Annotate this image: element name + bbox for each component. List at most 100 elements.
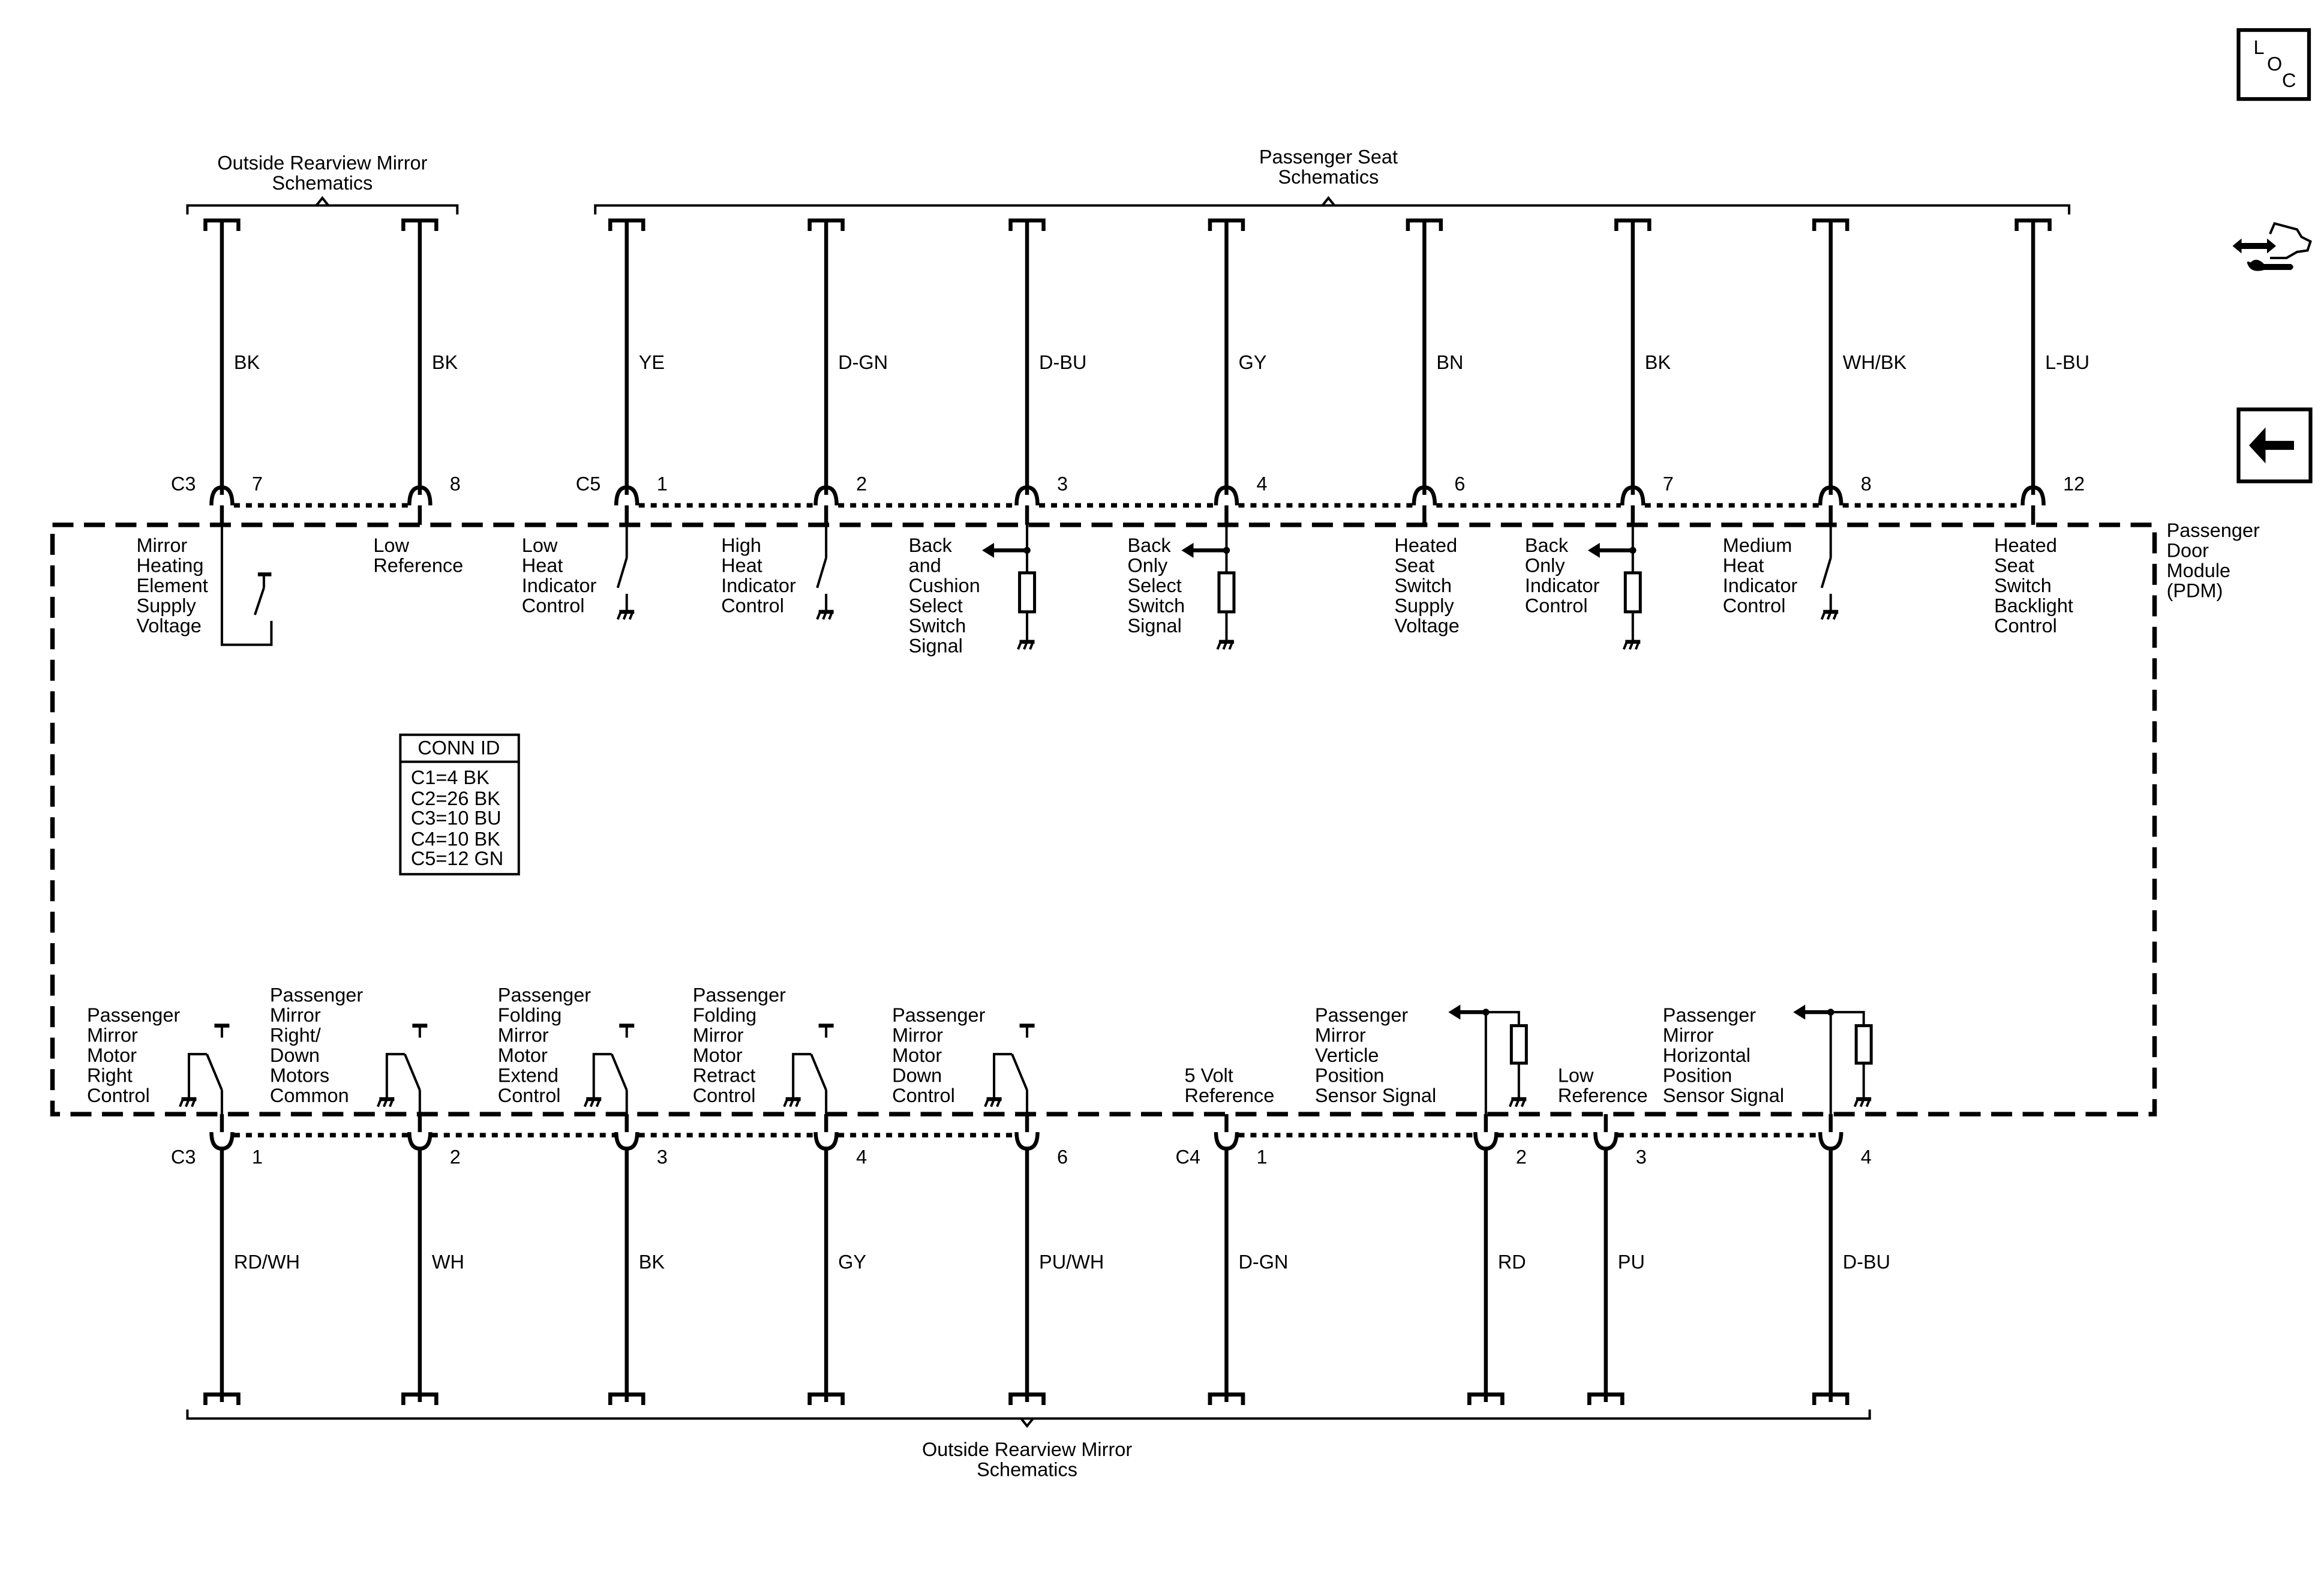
signal-arrow-icon (1181, 542, 1194, 558)
circuit-label-line: Indicator (1525, 575, 1600, 596)
ground-hatch (179, 1098, 184, 1107)
loc-icon[interactable]: L O C (2236, 28, 2311, 101)
circuit-label-line: Signal (1128, 615, 1182, 637)
connector-pin-icon (407, 1132, 433, 1151)
circuit-label-line: Mirror (498, 1025, 549, 1046)
circuit-label-line: Indicator (1723, 575, 1798, 596)
pin-number-label: 2 (856, 473, 867, 494)
pin-number-label: 12 (2063, 473, 2085, 494)
pin-number-label: 1 (252, 1146, 263, 1168)
switch-icon (610, 1053, 628, 1091)
module-label-line: (PDM) (2167, 580, 2223, 601)
terminal-icon (1008, 1392, 1046, 1405)
circuit-label-line: Heating (136, 554, 203, 576)
ground-hatch (828, 611, 833, 620)
circuit-label-line: Folding (498, 1004, 562, 1026)
wire-color-label: GY (838, 1251, 866, 1273)
connector-pin-icon (1412, 485, 1437, 506)
wire-color-label: RD (1498, 1251, 1526, 1273)
pin-number-label: 7 (252, 473, 263, 494)
circuit-label-line: Motor (498, 1044, 548, 1066)
circuit-label-line: Cushion (909, 575, 980, 596)
resistor-icon (1217, 571, 1236, 614)
circuit-label-line: Heated (1394, 535, 1457, 556)
connector-pin-icon (1818, 485, 1843, 506)
switch-icon (1820, 557, 1832, 589)
circuit-label-line: Only (1525, 554, 1566, 576)
hand-wrench-icon[interactable] (2232, 222, 2312, 271)
ground-hatch (1216, 641, 1222, 650)
circuit-label-line: Motor (693, 1044, 743, 1066)
pin-number-label: 6 (1057, 1146, 1068, 1168)
ground-hatch (583, 1098, 589, 1107)
pin-number-label: 8 (1861, 473, 1872, 494)
resistor-icon (1018, 571, 1037, 614)
junction-dot (1629, 547, 1637, 554)
wire (1830, 1011, 1865, 1026)
wire-color-label: D-GN (838, 352, 888, 373)
ground-hatch (1634, 641, 1640, 650)
back-arrow-icon[interactable] (2236, 407, 2313, 484)
signal-arrow-icon (1448, 1004, 1461, 1020)
circuit-label-line: 5 Volt (1184, 1065, 1233, 1086)
module-label-line: Passenger (2167, 520, 2260, 541)
switch-icon (616, 557, 628, 589)
circuit-label-line: Supply (136, 595, 196, 616)
ground-hatch (1514, 1098, 1520, 1107)
ground-hatch (789, 1098, 795, 1107)
connector-id-label: C5 (576, 473, 601, 494)
circuit-label-line: Supply (1394, 595, 1454, 616)
circuit-label-line: Control (1994, 615, 2057, 637)
bottom-circuit: RD 2 PassengerMirrorVerticlePositionSensor… (1315, 1004, 1594, 1405)
circuit-label-line: Mirror (87, 1025, 138, 1046)
terminal-icon (807, 1392, 845, 1405)
ground-hatch (1029, 641, 1034, 650)
circuit-label-line: Sensor Signal (1663, 1085, 1784, 1106)
bottom-circuit: BK3PassengerFoldingMirrorMotorExtendCont… (498, 984, 815, 1405)
circuit-label-line: Common (270, 1085, 349, 1106)
circuit-label-line: Back (909, 535, 953, 556)
circuit-label-line: Passenger (270, 984, 363, 1006)
switch-icon (253, 587, 265, 616)
ground-hatch (622, 611, 628, 620)
resistor-icon (1623, 571, 1642, 614)
pin-number-label: 1 (657, 473, 668, 494)
circuit-label-line: Mirror (270, 1004, 321, 1026)
conn-id-item: C2=26 BK (411, 788, 500, 809)
switch-icon (816, 557, 828, 589)
circuit-label-line: Select (909, 595, 963, 616)
switch-icon (1011, 1053, 1028, 1091)
connector-pin-icon (1014, 1132, 1040, 1151)
circuit-label-line: Select (1128, 575, 1182, 596)
circuit-label-line: Horizontal (1663, 1044, 1750, 1066)
wire (385, 1053, 405, 1100)
ground-hatch (1820, 611, 1826, 620)
switch-icon (403, 1053, 421, 1091)
circuit-label-line: Passenger (87, 1004, 180, 1026)
circuit-label-line: Extend (498, 1065, 559, 1086)
ground-hatch (628, 611, 634, 620)
wire-color-label: PU (1618, 1251, 1645, 1273)
terminal-icon (608, 1392, 645, 1405)
group-label-line: Passenger Seat (1259, 146, 1398, 168)
circuit-label-line: Position (1663, 1065, 1733, 1086)
circuit-label-line: Indicator (522, 575, 597, 596)
circuit-label-line: Passenger (1315, 1004, 1408, 1026)
terminal-icon (1467, 1392, 1505, 1405)
loc-letter: C (2282, 70, 2296, 91)
wire-color-label: RD/WH (234, 1251, 300, 1273)
ground-hatch (783, 1098, 789, 1107)
terminal-icon (1587, 1392, 1625, 1405)
circuit-label-line: Element (136, 575, 208, 596)
circuit-label-line: Only (1128, 554, 1169, 576)
ground-hatch (388, 1098, 394, 1107)
circuit-label-line: Passenger (498, 984, 591, 1006)
pin-number-label: 4 (856, 1146, 867, 1168)
resistor-icon (1509, 1024, 1528, 1065)
